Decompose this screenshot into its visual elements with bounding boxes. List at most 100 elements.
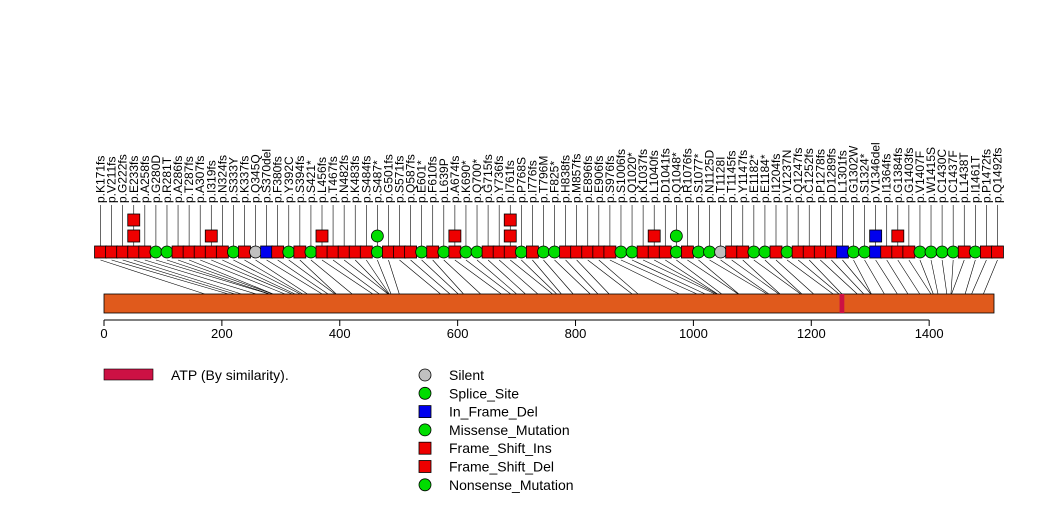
connector-15	[266, 259, 323, 295]
mutation-label: p.T287fs	[182, 156, 196, 203]
connector-33	[465, 259, 511, 295]
mutation-label: p.V1346del	[869, 142, 883, 203]
mutation-marker	[503, 213, 517, 227]
mutation-label: p.G280D	[149, 155, 163, 203]
connector-47	[620, 259, 698, 295]
mutation-marker	[681, 245, 694, 259]
mutation-marker	[149, 245, 163, 259]
connector-65	[820, 259, 858, 295]
connector-30	[432, 259, 464, 295]
connector-13	[244, 259, 303, 295]
connector-11	[222, 259, 296, 295]
mutation-marker	[359, 245, 373, 259]
mutation-marker	[813, 245, 827, 259]
mutation-marker	[592, 245, 606, 259]
connector-22	[343, 259, 389, 295]
mutation-label: p.Y1147fs	[736, 150, 750, 203]
mutation-label: p.K483fs	[348, 156, 362, 203]
mutation-label: p.K1037fs	[636, 149, 650, 203]
mutation-label: p.I1204fs	[769, 154, 783, 203]
connector-57	[731, 259, 780, 295]
mutation-marker	[127, 213, 141, 227]
connector-35	[487, 259, 526, 295]
connector-66	[831, 259, 864, 295]
mutation-marker	[105, 245, 119, 259]
mutation-marker	[459, 245, 473, 259]
mutation-marker	[957, 245, 971, 259]
mutation-label: p.T1145fs	[725, 151, 739, 203]
mutation-label: p.P768S	[514, 157, 528, 203]
connector-8	[189, 259, 274, 295]
mutation-label: p.E896fs	[581, 156, 595, 203]
mutation-marker	[370, 229, 384, 243]
connector-21	[332, 259, 380, 295]
mutation-marker	[503, 245, 517, 259]
mutation-label: p.Q345Q	[249, 154, 263, 203]
connector-4	[144, 259, 257, 295]
mutation-label: p.E1182*	[747, 154, 761, 203]
mutation-label: p.F610fs	[426, 156, 440, 203]
mutation-label: p.G1302W	[847, 145, 861, 203]
mutation-marker	[891, 229, 905, 243]
legend-swatch-nonsense_mutation	[418, 478, 432, 492]
connector-76	[941, 259, 948, 295]
mutation-label: p.L1301fs	[835, 150, 849, 203]
connector-9	[200, 259, 286, 295]
connector-52	[676, 259, 722, 295]
mutation-marker	[492, 245, 506, 259]
mutation-marker	[293, 245, 307, 259]
mutation-marker	[326, 245, 340, 259]
mutation-label: p.Q700*	[470, 159, 484, 203]
mutation-marker	[204, 245, 218, 259]
connector-46	[609, 259, 680, 295]
connector-23	[355, 259, 389, 295]
mutation-markers	[94, 213, 1004, 259]
mutation-marker	[481, 245, 495, 259]
protein-track	[103, 293, 995, 314]
connector-48	[631, 259, 706, 295]
legend-swatch-frame_shift_ins	[418, 441, 432, 455]
mutation-label: p.S333Y	[226, 157, 240, 203]
mutation-label: p.G715fs	[481, 154, 495, 203]
mutation-marker	[858, 245, 871, 259]
mutation-marker	[525, 245, 539, 259]
mutation-marker	[171, 245, 185, 259]
legend-label-silent: Silent	[449, 367, 484, 383]
connector-56	[720, 259, 770, 295]
x-tick-label-1000: 1000	[679, 326, 708, 341]
mutation-label: p.C1252fs	[802, 148, 816, 203]
mutation-marker	[581, 245, 595, 259]
mutation-marker	[891, 245, 905, 259]
mutation-label: p.A307fs	[193, 156, 207, 203]
mutation-label: p.E906fs	[592, 156, 606, 203]
mutation-label: p.G222fs	[116, 154, 130, 203]
mutation-marker	[304, 245, 318, 259]
mutation-marker	[337, 245, 351, 259]
connector-62	[786, 259, 834, 295]
connector-54	[698, 259, 739, 295]
mutation-marker	[935, 245, 949, 259]
mutation-marker	[979, 245, 993, 259]
domain-atp	[839, 294, 845, 313]
mutation-label: p.Q587fs	[404, 154, 418, 203]
connector-5	[155, 259, 270, 295]
mutation-marker	[94, 245, 107, 259]
mutation-label: p.G1403fs	[902, 148, 916, 203]
x-tick-label-1200: 1200	[797, 326, 826, 341]
mutation-marker	[836, 245, 849, 259]
connector-80	[971, 259, 987, 295]
mutation-marker	[116, 245, 130, 259]
mutation-label: p.P1278fs	[813, 149, 827, 203]
mutation-marker	[703, 245, 716, 259]
mutation-marker	[570, 245, 584, 259]
mutation-label: p.A286fs	[171, 156, 185, 203]
mutation-marker	[614, 245, 628, 259]
mutation-marker	[260, 245, 274, 259]
mutation-marker	[127, 245, 141, 259]
mutation-marker	[736, 245, 750, 259]
mutation-marker	[448, 229, 462, 243]
mutation-label: p.G1384fs	[891, 148, 905, 203]
connector-55	[709, 259, 768, 295]
mutation-label: p.S1006fs	[614, 149, 628, 203]
